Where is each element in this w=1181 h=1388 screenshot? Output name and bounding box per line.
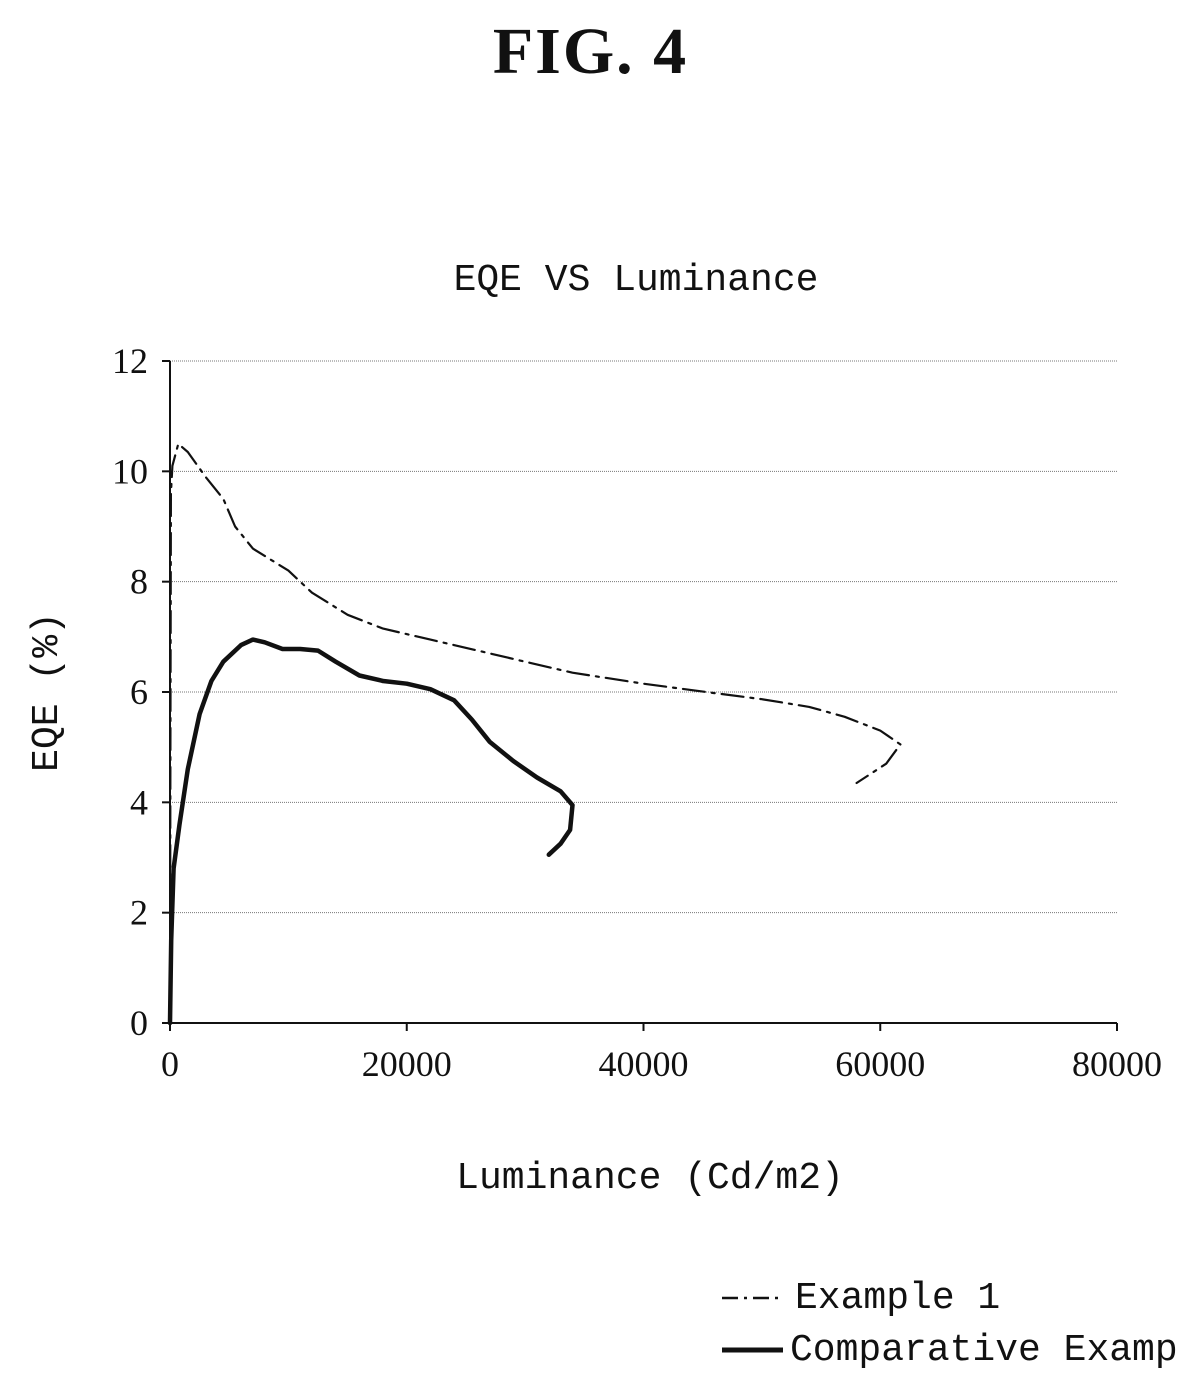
y-axis-label: EQE (%)	[26, 612, 69, 772]
x-axis-label: Luminance (Cd/m2)	[456, 1157, 844, 1200]
series-line-comparative-example-1	[167, 637, 575, 1026]
tick-labels: 0 2 4 6 8 10 12 0 20000 40000 60000 80000	[112, 341, 1162, 1084]
chart-title: EQE VS Luminance	[454, 259, 819, 302]
y-tick-label-0: 0	[130, 1003, 148, 1043]
y-tick-label-2: 2	[130, 893, 148, 933]
gridlines	[170, 360, 1117, 914]
y-tick-label-8: 8	[130, 562, 148, 602]
x-tick-label-40000: 40000	[599, 1044, 689, 1084]
y-tick-label-10: 10	[112, 451, 148, 491]
axes	[162, 360, 1118, 1031]
figure-label: FIG. 4	[492, 15, 689, 88]
y-tick-label-12: 12	[112, 341, 148, 381]
series-line-example-1	[168, 442, 902, 1025]
x-tick-label-80000: 80000	[1072, 1044, 1162, 1084]
x-tick-label-60000: 60000	[835, 1044, 925, 1084]
series-lines	[167, 442, 902, 1026]
legend-label-example-1: Example 1	[795, 1277, 1000, 1320]
x-tick-label-0: 0	[161, 1044, 179, 1084]
y-tick-label-6: 6	[130, 672, 148, 712]
y-tick-label-4: 4	[130, 782, 148, 822]
x-tick-label-20000: 20000	[362, 1044, 452, 1084]
